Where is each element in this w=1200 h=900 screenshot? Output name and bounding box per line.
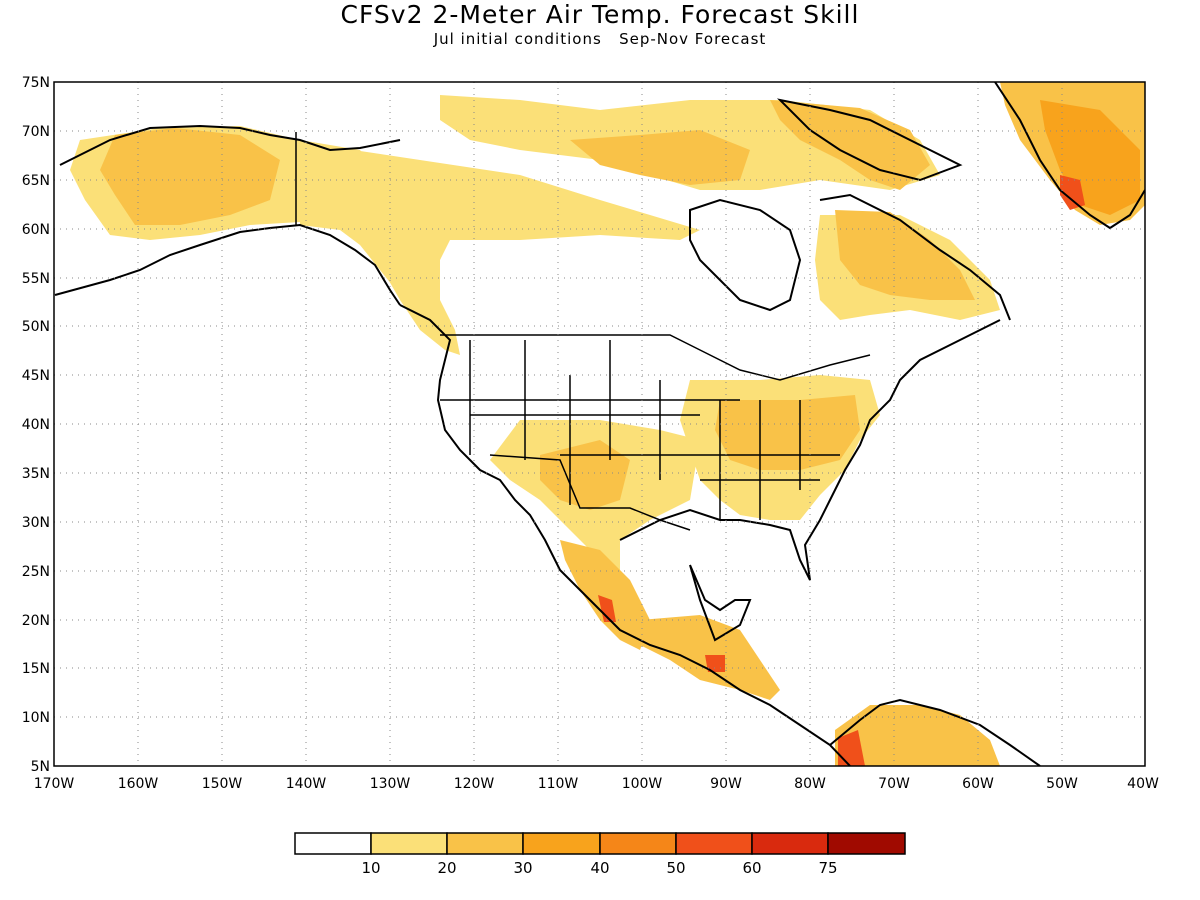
coastline-gulf	[619, 319, 1001, 581]
colorbar-label: 60	[742, 859, 761, 877]
lat-label: 5N	[31, 759, 50, 775]
lon-label: 110W	[538, 776, 579, 792]
lat-label: 65N	[22, 173, 50, 189]
latitude-axis: 75N 70N 65N 60N 55N 50N 45N 40N 35N 30N …	[22, 75, 50, 775]
skill-region-south-america	[835, 705, 1000, 766]
skill-shading	[70, 82, 1145, 766]
lon-label: 80W	[794, 776, 826, 792]
map-content	[54, 82, 1145, 766]
colorbar-swatch	[370, 832, 448, 855]
lon-label: 50W	[1046, 776, 1078, 792]
colorbar-swatch	[675, 832, 753, 855]
boundary-states-3	[719, 400, 801, 520]
lon-label: 90W	[710, 776, 742, 792]
colorbar-label: 75	[818, 859, 837, 877]
longitude-axis: 170W 160W 150W 140W 130W 120W 110W 100W …	[34, 776, 1159, 792]
colorbar-swatch	[599, 832, 677, 855]
colorbar-label: 10	[361, 859, 380, 877]
colorbar-label: 40	[590, 859, 609, 877]
map-title: CFSv2 2-Meter Air Temp. Forecast Skill	[340, 0, 860, 29]
coastlines	[54, 82, 1145, 766]
lat-label: 55N	[22, 271, 50, 287]
skill-region-mexico	[560, 540, 650, 650]
lon-label: 70W	[878, 776, 910, 792]
lon-label: 40W	[1127, 776, 1159, 792]
lon-label: 170W	[34, 776, 75, 792]
colorbar-label: 50	[666, 859, 685, 877]
lon-label: 160W	[118, 776, 159, 792]
colorbar-swatch	[294, 832, 372, 855]
boundary-states-2	[440, 399, 840, 481]
lat-label: 60N	[22, 222, 50, 238]
lat-label: 25N	[22, 564, 50, 580]
coastline-pacific	[399, 304, 851, 766]
lon-label: 60W	[962, 776, 994, 792]
skill-region-eastern-us-core	[715, 395, 860, 470]
colorbar: 10 20 30 40 50 60 75	[294, 832, 906, 877]
gridlines	[54, 82, 1145, 766]
lat-label: 45N	[22, 368, 50, 384]
colorbar-label: 20	[437, 859, 456, 877]
boundary-us-mexico	[489, 454, 691, 531]
skill-region-mexico-hot	[598, 595, 616, 622]
coastline-alaska-north	[59, 124, 401, 166]
coastline-baffin	[776, 98, 963, 182]
coastline-yucatan	[689, 564, 752, 642]
political-boundaries	[295, 132, 871, 531]
lat-label: 30N	[22, 515, 50, 531]
lat-label: 35N	[22, 466, 50, 482]
lat-label: 40N	[22, 417, 50, 433]
colorbar-label: 30	[513, 859, 532, 877]
map-frame	[53, 81, 1146, 767]
colorbar-swatch	[446, 832, 524, 855]
coastline-labrador	[819, 193, 1011, 321]
coastline-greenland	[994, 82, 1145, 230]
lon-label: 120W	[454, 776, 495, 792]
map-subtitle: Jul initial conditions Sep-Nov Forecast	[433, 30, 767, 48]
lat-label: 20N	[22, 613, 50, 629]
skill-region-southwest-core	[540, 440, 630, 510]
coastline-south-america	[829, 698, 1041, 766]
lat-label: 50N	[22, 319, 50, 335]
lon-label: 100W	[622, 776, 663, 792]
coastline-hudson-bay	[689, 198, 802, 312]
skill-region-colombia-hot	[838, 730, 865, 766]
lat-label: 70N	[22, 124, 50, 140]
colorbar-swatch	[522, 832, 601, 855]
skill-region-alaska-core	[100, 128, 280, 225]
lon-label: 130W	[370, 776, 411, 792]
boundary-us-canada	[440, 334, 871, 381]
lat-label: 10N	[22, 710, 50, 726]
lon-label: 150W	[202, 776, 243, 792]
skill-region-greenland-hot	[1060, 175, 1085, 210]
skill-region-baffin	[770, 100, 930, 190]
lat-label: 15N	[22, 661, 50, 677]
skill-region-greenland-core	[1040, 100, 1140, 215]
colorbar-swatch	[751, 832, 829, 855]
lon-label: 140W	[286, 776, 327, 792]
colorbar-swatch	[827, 832, 906, 855]
skill-region-bc-coast	[380, 265, 460, 355]
skill-region-arctic-core	[570, 130, 750, 185]
coastline-alaska	[54, 223, 401, 306]
lat-label: 75N	[22, 75, 50, 91]
